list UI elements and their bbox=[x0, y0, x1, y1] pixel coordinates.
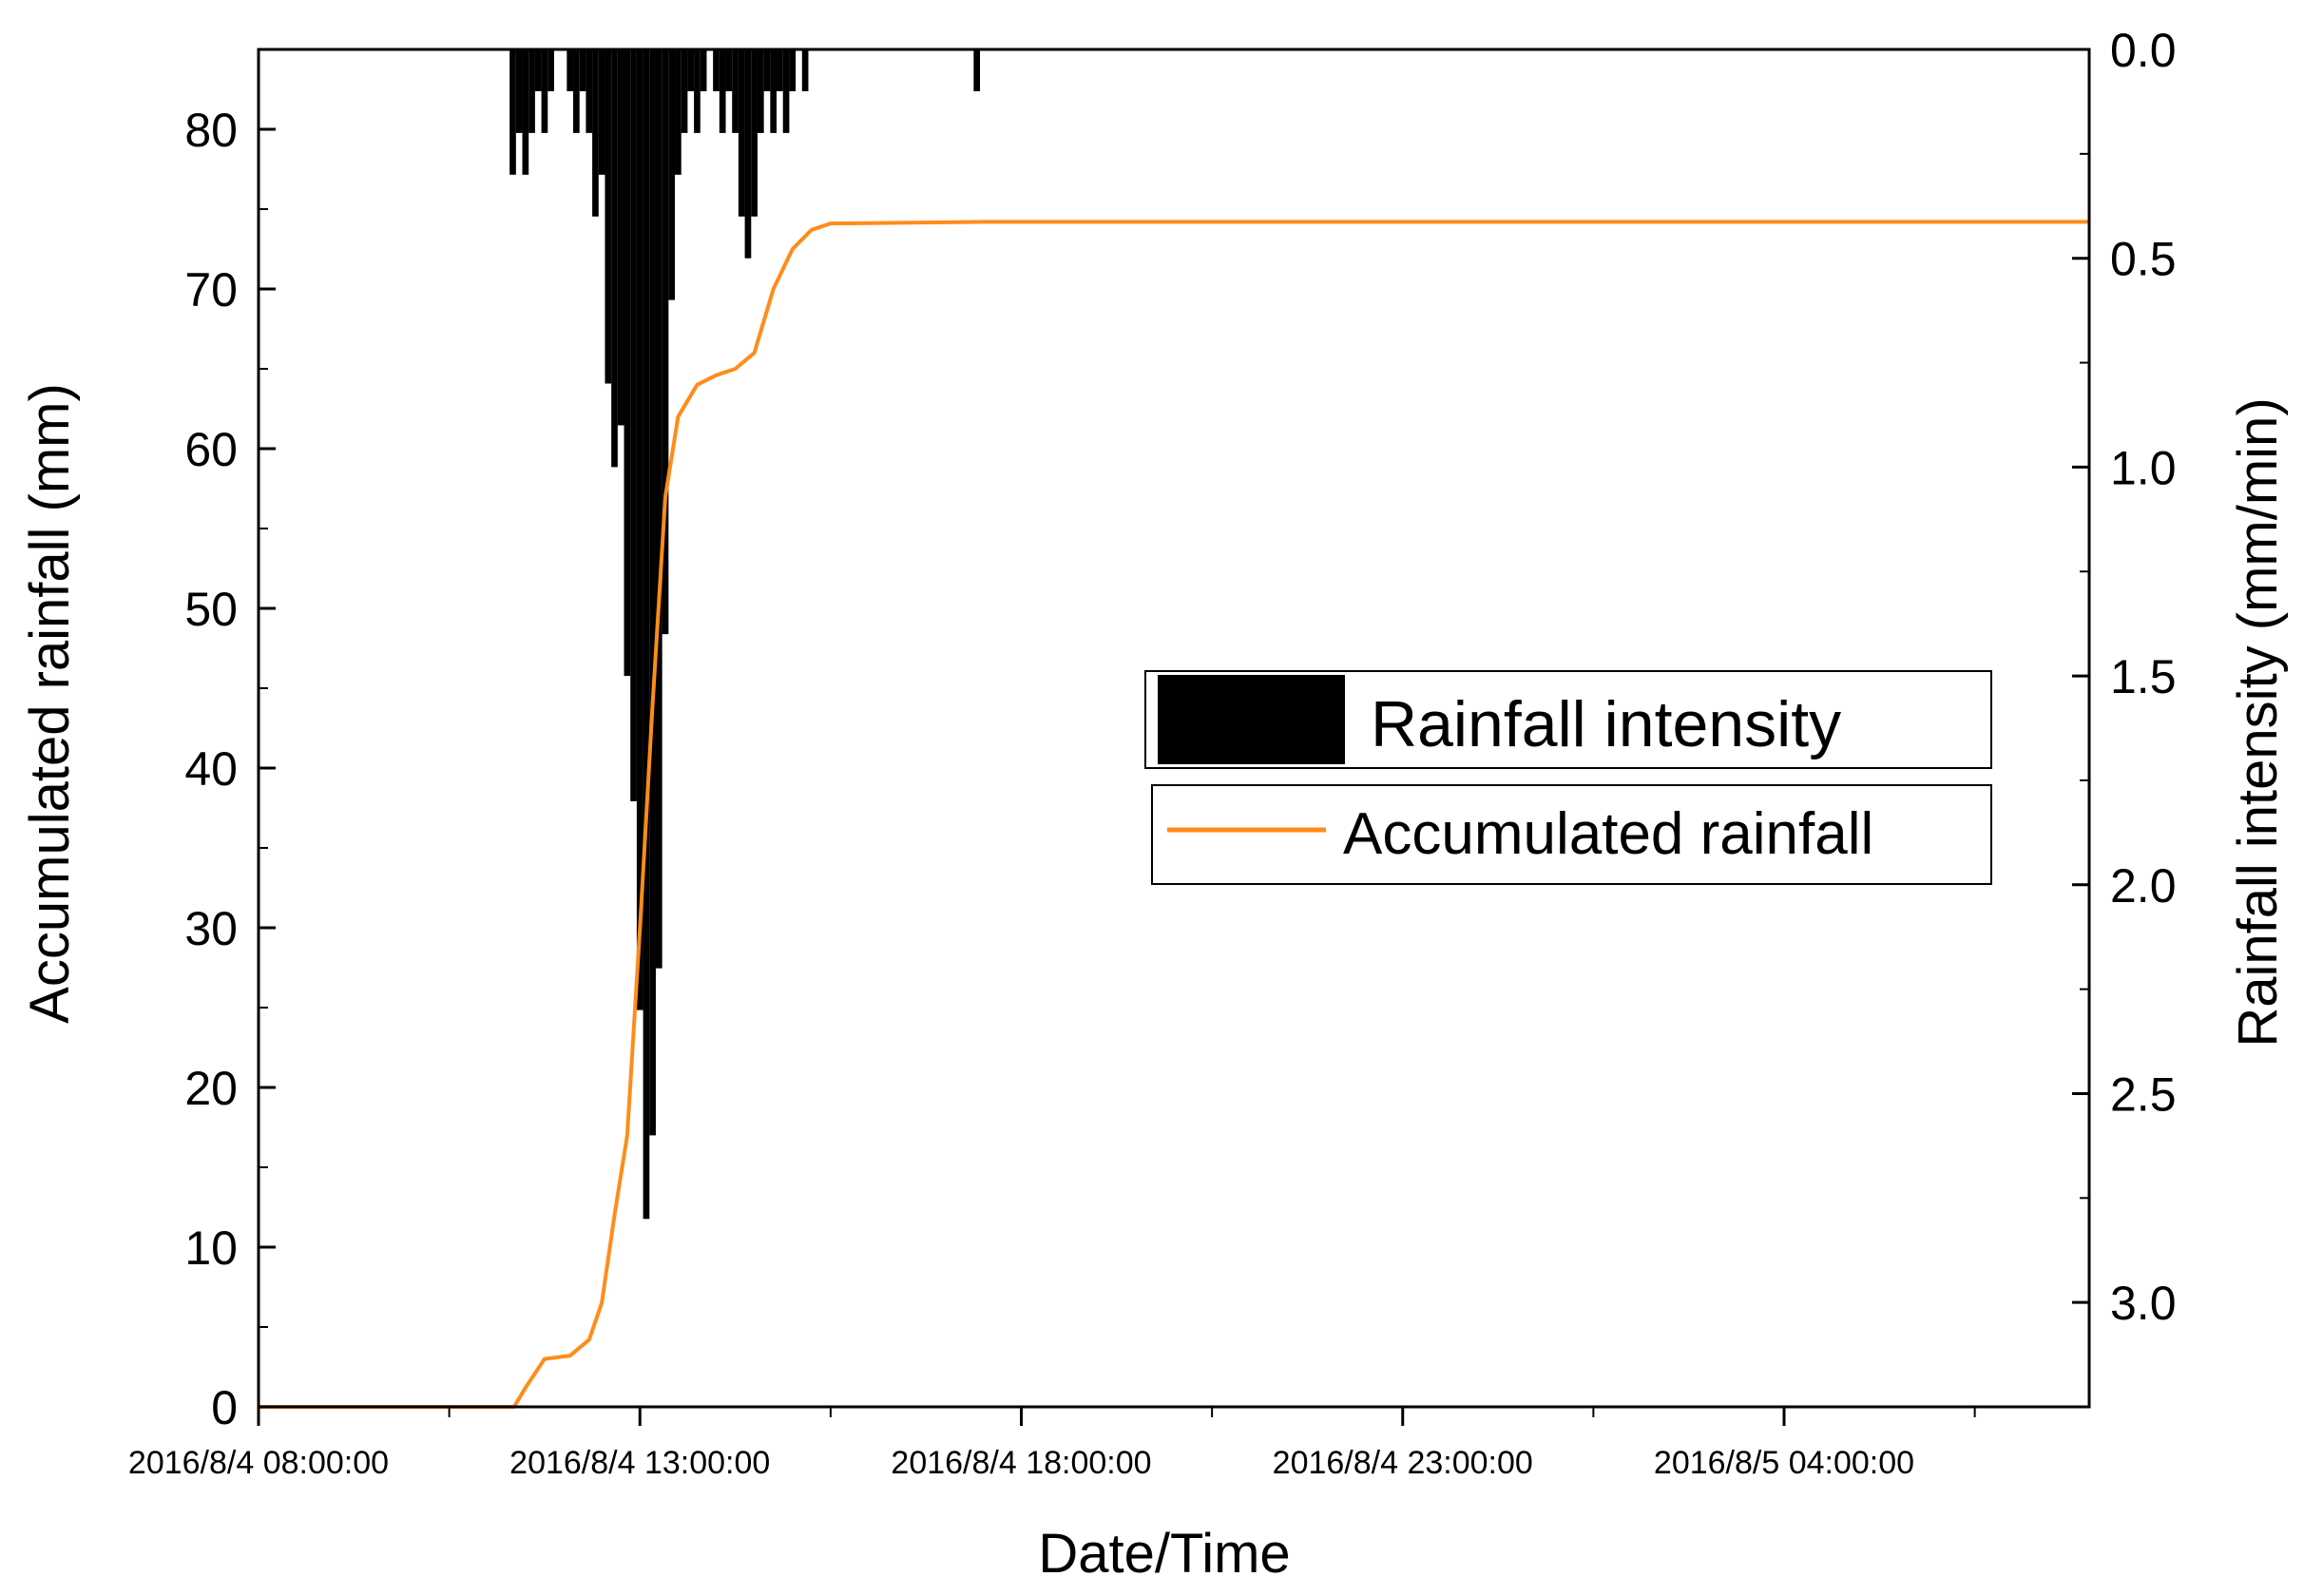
right-tick-label: 2.0 bbox=[2110, 859, 2177, 913]
left-tick-label: 50 bbox=[184, 583, 238, 636]
intensity-bar bbox=[662, 49, 669, 635]
plot-frame bbox=[257, 48, 2091, 1409]
legend-box-accumulated bbox=[1151, 784, 1992, 885]
intensity-bar bbox=[713, 49, 720, 91]
x-axis-title: Date/Time bbox=[1038, 1523, 1290, 1585]
intensity-bar bbox=[655, 49, 662, 969]
right-tick-label: 2.5 bbox=[2110, 1067, 2177, 1121]
intensity-bar bbox=[528, 49, 535, 133]
legend-label-intensity: Rainfall intensity bbox=[1371, 688, 1841, 760]
intensity-bar bbox=[541, 49, 548, 133]
x-tick-label: 2016/8/4 08:00:00 bbox=[128, 1445, 389, 1481]
left-tick-label: 10 bbox=[184, 1221, 238, 1275]
right-tick-label: 1.0 bbox=[2110, 441, 2177, 494]
intensity-bar bbox=[694, 49, 701, 133]
right-tick-label: 0.0 bbox=[2110, 24, 2177, 77]
intensity-bar bbox=[763, 49, 771, 91]
intensity-bar bbox=[675, 49, 682, 175]
intensity-bar bbox=[757, 49, 764, 133]
legend-swatch-intensity bbox=[1158, 675, 1345, 764]
intensity-bar bbox=[547, 49, 554, 91]
right-tick-label: 3.0 bbox=[2110, 1277, 2177, 1330]
intensity-bar bbox=[770, 49, 778, 133]
x-tick-label: 2016/8/4 13:00:00 bbox=[509, 1445, 770, 1481]
intensity-bar bbox=[668, 49, 676, 300]
intensity-bar bbox=[643, 49, 650, 1220]
intensity-bar bbox=[973, 49, 981, 91]
x-axis: 2016/8/4 08:00:00 2016/8/4 13:00:00 2016/8… bbox=[128, 1407, 1976, 1481]
left-tick-label: 60 bbox=[184, 423, 238, 476]
intensity-bar bbox=[782, 49, 790, 133]
left-tick-label: 40 bbox=[184, 742, 238, 796]
intensity-bar bbox=[515, 49, 523, 133]
intensity-bar bbox=[738, 49, 745, 217]
legend-label-accumulated: Accumulated rainfall bbox=[1343, 801, 1873, 867]
intensity-bar bbox=[579, 49, 586, 91]
right-tick-label: 0.5 bbox=[2110, 233, 2177, 286]
right-axis-title: Rainfall intensity (mm/min) bbox=[2227, 397, 2289, 1047]
intensity-bar bbox=[598, 49, 605, 175]
intensity-bar bbox=[534, 49, 542, 91]
intensity-bar bbox=[522, 49, 529, 175]
intensity-bar bbox=[687, 49, 695, 91]
intensity-bar bbox=[751, 49, 758, 217]
intensity-bar bbox=[624, 49, 631, 677]
intensity-bar bbox=[777, 49, 783, 91]
intensity-bar bbox=[509, 49, 516, 175]
left-tick-label: 0 bbox=[211, 1381, 238, 1434]
intensity-bar bbox=[605, 49, 612, 384]
intensity-bar bbox=[566, 49, 574, 91]
intensity-bar bbox=[573, 49, 580, 133]
intensity-bar bbox=[789, 49, 797, 91]
intensity-bar bbox=[611, 49, 618, 468]
accumulated-rainfall-line bbox=[259, 220, 2089, 1409]
intensity-bar bbox=[801, 49, 809, 91]
right-tick-label: 1.5 bbox=[2110, 650, 2177, 703]
intensity-bar bbox=[630, 49, 637, 801]
x-tick-label: 2016/8/4 18:00:00 bbox=[891, 1445, 1151, 1481]
left-tick-label: 80 bbox=[184, 104, 238, 157]
intensity-bar bbox=[592, 49, 599, 217]
intensity-bar bbox=[732, 49, 739, 133]
intensity-bar bbox=[681, 49, 688, 133]
x-tick-label: 2016/8/5 04:00:00 bbox=[1654, 1445, 1914, 1481]
legend: Rainfall intensity Accumulated rainfall bbox=[1144, 670, 1992, 885]
intensity-bar bbox=[725, 49, 733, 91]
left-tick-label: 20 bbox=[184, 1062, 238, 1115]
intensity-bar bbox=[636, 49, 643, 1010]
intensity-bar bbox=[744, 49, 752, 259]
intensity-bar bbox=[617, 49, 624, 426]
intensity-bar bbox=[719, 49, 726, 133]
intensity-bar bbox=[700, 49, 707, 91]
left-axis: 0 10 20 30 40 50 60 70 80 bbox=[184, 104, 276, 1434]
intensity-bars bbox=[509, 49, 981, 1220]
left-tick-label: 70 bbox=[184, 263, 238, 317]
intensity-bar bbox=[586, 49, 593, 133]
left-axis-title: Accumulated rainfall (mm) bbox=[19, 383, 81, 1024]
right-axis: 0.0 0.5 1.0 1.5 2.0 2.5 3.0 bbox=[2072, 24, 2177, 1330]
intensity-bar bbox=[649, 49, 656, 1136]
left-tick-label: 30 bbox=[184, 902, 238, 955]
x-tick-label: 2016/8/4 23:00:00 bbox=[1273, 1445, 1533, 1481]
